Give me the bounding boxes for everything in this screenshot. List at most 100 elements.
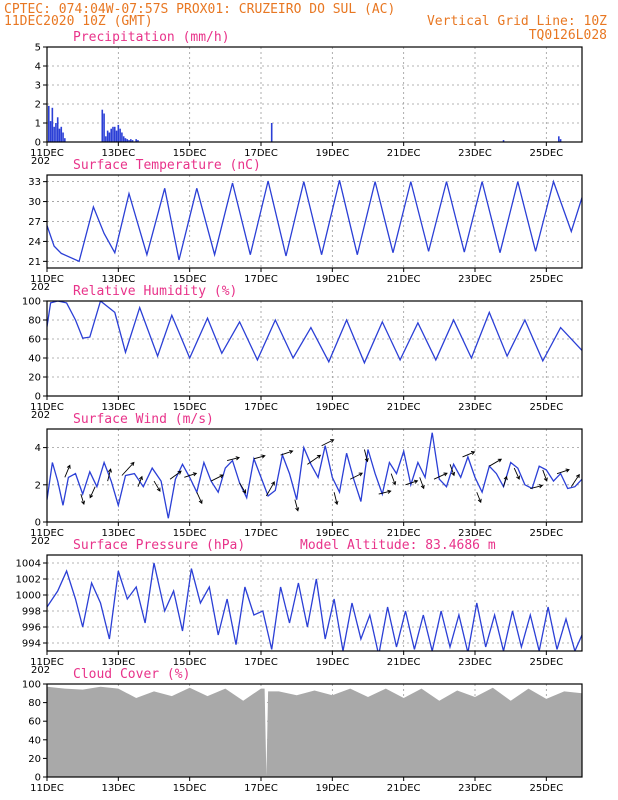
rh-series-line	[47, 301, 582, 365]
ytick-label: 1002	[16, 575, 41, 586]
ytick-label: 20	[28, 373, 41, 384]
wind-series-line	[47, 432, 582, 519]
panel-frame	[46, 554, 583, 652]
wind-vector-arrow	[530, 484, 544, 489]
precip-bar	[49, 121, 52, 142]
wind-vector-arrow	[462, 451, 476, 458]
xtick-label: 19DEC	[315, 402, 349, 413]
precip-bar	[115, 130, 118, 142]
wind-vector-arrow	[210, 474, 224, 482]
wind-vector-arrow	[513, 467, 520, 480]
panel-rh: 0 20 40 60 80 100 11DEC 13DEC 15DEC 17DEC 19DEC 21D…	[22, 284, 583, 421]
precip-bar	[110, 128, 112, 142]
ytick-label: 40	[28, 735, 41, 746]
precip-bar	[112, 126, 114, 142]
panel-press: 994 996 998 1000 1002 1004 11DEC 13DEC 15DEC 17DE…	[16, 538, 583, 676]
ytick-label: 2	[35, 480, 41, 491]
xtick-label: 21DEC	[387, 274, 421, 285]
precip-bar	[270, 123, 273, 142]
ytick-label: 996	[22, 623, 41, 634]
panel-title: Surface Wind (m/s)	[73, 412, 214, 427]
xtick-label: 13DEC	[101, 402, 135, 413]
xtick-label: 15DEC	[173, 783, 207, 794]
ytick-label: 100	[22, 680, 41, 691]
ytick-label: 100	[22, 297, 41, 308]
precip-bar	[113, 126, 116, 142]
panel-wind: 0 2 4 11DEC 13DEC 15DEC 17DEC 19DEC 21DEC 23DEC 25…	[30, 412, 583, 547]
header-run-time: 11DEC2020 10Z (GMT)	[4, 14, 153, 29]
wind-vector-arrow	[363, 449, 369, 463]
xtick-label: 19DEC	[315, 148, 349, 159]
precip-bar	[128, 140, 130, 142]
wind-vector-arrow	[121, 461, 135, 476]
precip-bar	[137, 140, 139, 142]
precip-bar	[121, 132, 123, 142]
precip-bar	[103, 113, 105, 142]
xtick-label: 13DEC	[101, 528, 135, 539]
wind-vector-arrow	[153, 480, 161, 492]
xtick-year-label: 202	[31, 536, 50, 547]
wind-vector-arrow	[378, 489, 392, 495]
wind-vector-arrow	[542, 469, 548, 482]
xtick-label: 23DEC	[458, 657, 492, 668]
wind-vector-arrow	[449, 464, 456, 477]
xtick-year-label: 202	[31, 665, 50, 676]
precip-bar	[108, 132, 111, 142]
xtick-label: 17DEC	[244, 274, 278, 285]
wind-vector-arrow	[137, 475, 143, 487]
ytick-label: 5	[35, 43, 41, 54]
wind-vector-arrow	[333, 492, 339, 506]
xtick-label: 11DEC	[30, 148, 64, 159]
wind-vector-arrow	[265, 481, 275, 497]
wind-vector-arrow	[239, 482, 247, 494]
xtick-label: 13DEC	[101, 148, 135, 159]
panel-frame	[46, 428, 583, 523]
xtick-label: 21DEC	[387, 148, 421, 159]
press-series-line	[47, 562, 582, 651]
precip-bar	[53, 126, 55, 142]
xtick-label: 15DEC	[173, 402, 207, 413]
xtick-label: 25DEC	[529, 657, 563, 668]
wind-vector-arrow	[107, 468, 112, 482]
ytick-label: 3	[35, 81, 41, 92]
ytick-label: 4	[35, 443, 41, 454]
ytick-label: 0	[35, 773, 41, 784]
precip-bar	[64, 138, 66, 142]
ytick-label: 30	[28, 197, 41, 208]
xtick-label: 23DEC	[458, 528, 492, 539]
xtick-label: 19DEC	[315, 528, 349, 539]
wind-vector-arrow	[89, 486, 96, 499]
ytick-label: 0	[35, 392, 41, 403]
xtick-label: 17DEC	[244, 657, 278, 668]
precip-bar	[101, 109, 104, 142]
precip-bar	[122, 136, 125, 142]
ytick-label: 4	[35, 62, 41, 73]
xtick-label: 23DEC	[458, 402, 492, 413]
ytick-label: 60	[28, 335, 41, 346]
ytick-label: 21	[28, 257, 41, 268]
xtick-label: 23DEC	[458, 274, 492, 285]
wind-vector-arrow	[433, 472, 448, 480]
wind-vector-arrow	[307, 454, 322, 465]
xtick-label: 19DEC	[315, 274, 349, 285]
xtick-label: 13DEC	[101, 783, 135, 794]
precip-bar	[131, 140, 134, 142]
panel-title: Surface Temperature (nC)	[73, 158, 261, 173]
precip-bar	[559, 139, 562, 142]
xtick-label: 19DEC	[315, 783, 349, 794]
ytick-label: 1000	[16, 591, 41, 602]
xtick-year-label: 202	[31, 156, 50, 167]
xtick-label: 21DEC	[387, 528, 421, 539]
xtick-label: 11DEC	[30, 528, 64, 539]
header-station: CPTEC: 074:04W-07:57S PROX01: CRUZEIRO D…	[4, 2, 395, 17]
wind-vector-arrow	[405, 479, 419, 486]
wind-vector-arrow	[349, 472, 363, 480]
xtick-label: 11DEC	[30, 783, 64, 794]
wind-vector-arrow	[503, 475, 508, 487]
panel-annotation: Model Altitude: 83.4686 m	[300, 538, 496, 553]
wind-vector-arrow	[196, 492, 203, 505]
xtick-label: 25DEC	[529, 528, 563, 539]
wind-vector-arrow	[390, 473, 397, 486]
wind-vector-arrow	[169, 470, 182, 480]
xtick-label: 15DEC	[173, 528, 207, 539]
